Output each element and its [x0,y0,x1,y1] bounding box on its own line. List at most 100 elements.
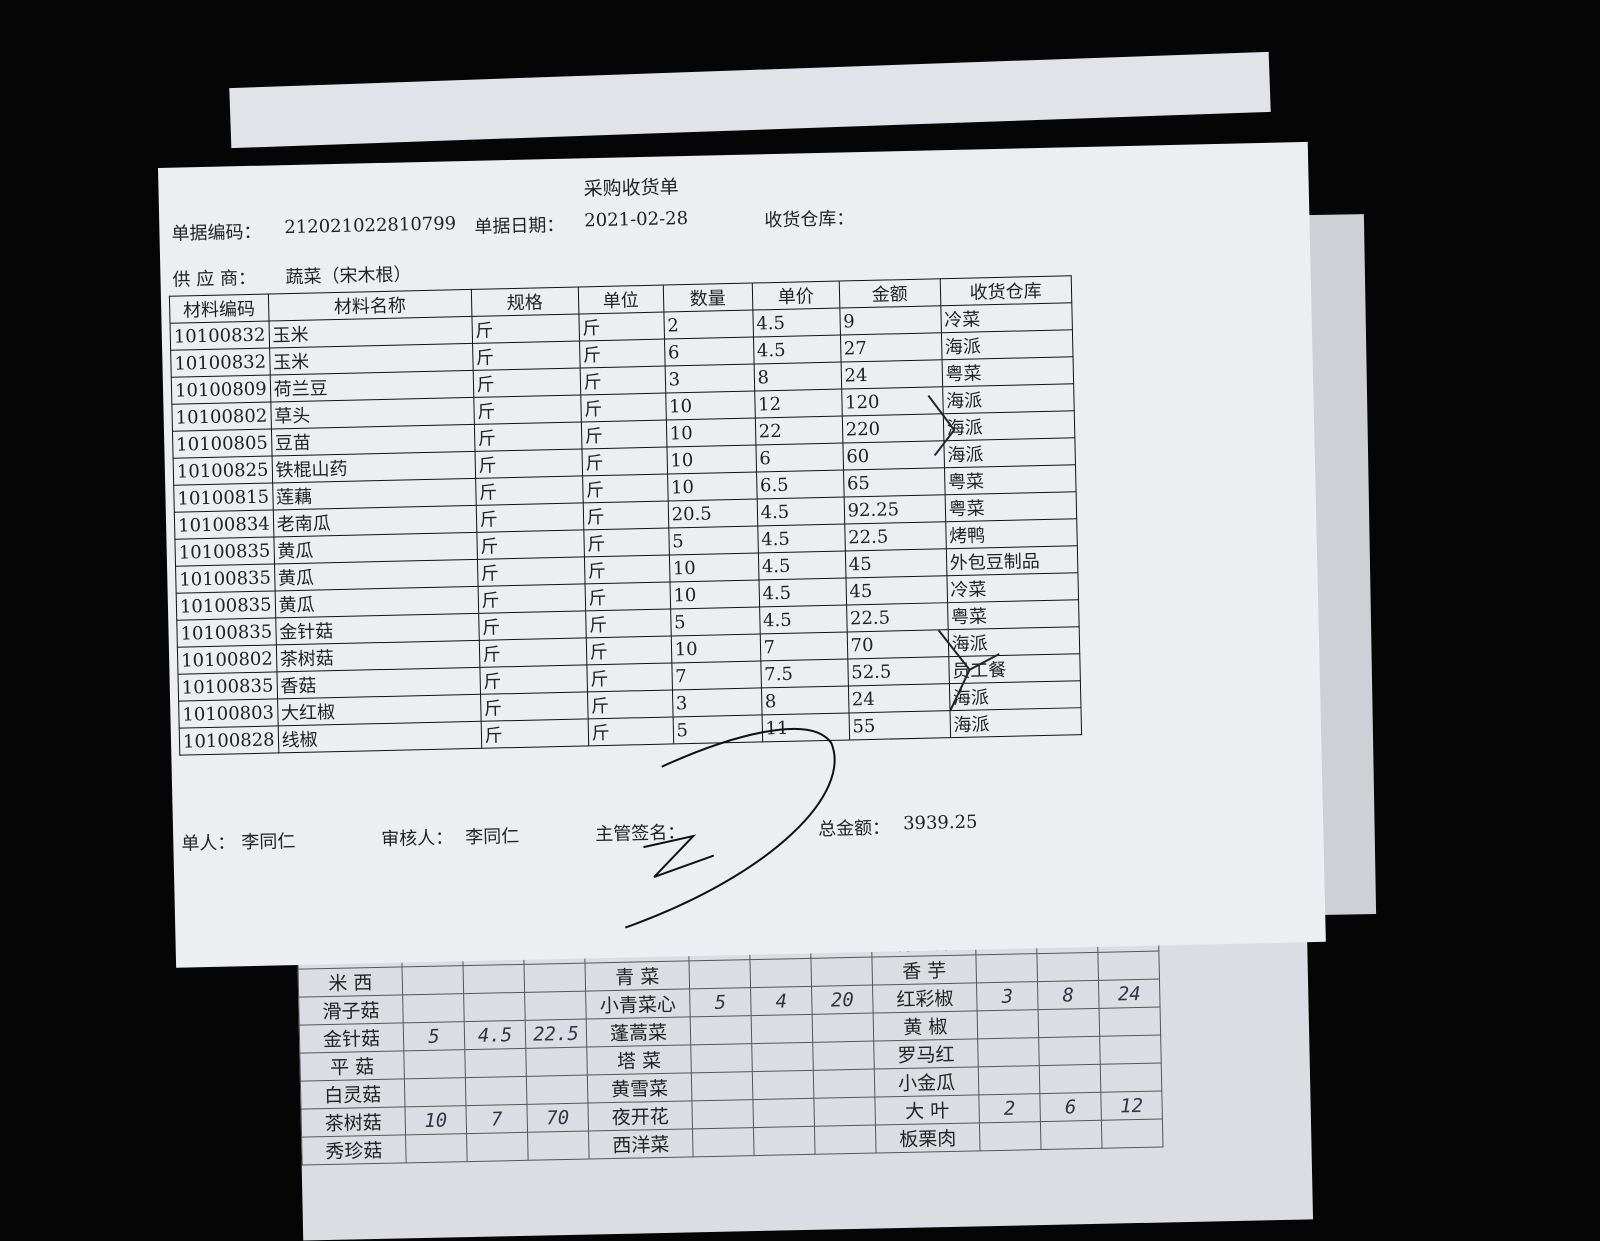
table-cell: 斤 [473,394,581,425]
item-amount: 70 [526,1103,589,1133]
table-cell: 4.5 [758,578,847,607]
item-qty [404,1077,466,1107]
item-amount [527,1131,590,1161]
item-price [1039,1064,1101,1094]
item-name: 米 西 [298,966,403,998]
item-name: 茶树菇 [300,1106,406,1138]
table-cell: 8 [761,685,849,715]
table-cell: 10 [669,579,760,609]
supplier: 蔬菜（宋木根） [285,264,412,289]
table-cell: 10100832 [170,321,270,351]
table-cell: 6.5 [756,470,844,500]
table-cell: 27 [840,332,942,363]
table-cell: 斤 [582,501,669,530]
table-cell: 24 [848,683,950,713]
date-label: 单据日期： [474,214,565,238]
item-price [751,1014,813,1044]
item-qty [403,1049,466,1079]
reviewer-label: 审核人： [381,827,454,851]
column-header: 金额 [838,278,941,309]
item-amount [525,1047,588,1077]
item-price [749,958,812,988]
item-qty [691,1099,754,1129]
table-cell: 员工餐 [948,653,1080,684]
item-amount: 22.5 [525,1019,587,1049]
item-amount [813,1097,876,1127]
table-cell: 4.5 [759,604,847,634]
item-name: 罗马红 [873,1038,979,1070]
item-amount [812,1041,875,1071]
table-cell: 5 [670,606,760,636]
table-cell: 海派 [947,626,1080,657]
table-cell: 10100803 [178,698,278,729]
table-cell: 外包豆制品 [945,545,1078,576]
table-cell: 海派 [942,383,1074,414]
table-cell: 10100809 [171,375,271,405]
column-header: 单位 [577,285,664,314]
table-cell: 斤 [476,529,585,560]
item-name: 西洋菜 [588,1128,694,1160]
table-cell: 9 [839,305,942,336]
table-cell: 斤 [472,340,580,371]
total: 3939.25 [902,811,978,835]
item-amount [524,963,586,993]
table-cell: 海派 [949,680,1081,711]
table-cell: 斤 [475,475,583,506]
table-cell: 4.5 [757,524,845,553]
table-cell: 斤 [587,716,674,746]
table-cell: 4.5 [756,497,845,526]
column-header: 材料编码 [169,294,269,324]
item-name: 蓬蒿菜 [586,1016,691,1048]
table-cell: 烤鸭 [945,518,1077,549]
item-qty [979,1121,1042,1151]
item-name: 青 菜 [585,960,690,992]
item-qty: 10 [404,1105,467,1135]
item-amount [1097,951,1160,981]
item-name: 夜开花 [587,1100,693,1132]
table-cell: 60 [842,440,945,471]
table-cell: 10100835 [177,671,278,702]
table-cell: 220 [841,413,944,444]
page: 黄金瓜香 菜2714青大蒜3618米 西青 菜香 芋滑子菇小青菜心5420红彩椒… [158,51,1377,1241]
table-cell: 10100835 [175,563,275,594]
table-cell: 10100835 [176,590,276,621]
item-name: 黄雪菜 [587,1072,692,1104]
table-cell: 4.5 [752,308,841,338]
doc-no: 212021022810799 [284,213,457,239]
table-cell: 8 [753,362,842,392]
item-qty [691,1071,753,1101]
item-amount [1100,1063,1162,1093]
table-cell: 22.5 [846,602,948,632]
warehouse-label: 收货仓库： [764,208,855,232]
table-cell: 斤 [477,556,585,587]
table-cell: 冷菜 [946,572,1079,603]
item-price [463,964,525,994]
table-cell: 45 [844,548,947,579]
table-cell: 10100835 [174,536,275,567]
total-label: 总金额： [817,817,891,841]
table-cell: 斤 [583,528,670,557]
item-qty [978,1065,1040,1095]
table-cell: 7 [759,631,848,661]
item-name: 白灵菇 [300,1078,405,1110]
table-cell: 10 [669,552,759,582]
table-cell: 斤 [580,393,666,422]
table-cell: 45 [845,575,948,605]
item-price: 6 [1039,1092,1102,1122]
table-cell: 10100805 [172,429,272,459]
item-price: 8 [1037,980,1100,1010]
under-sheet: 黄金瓜香 菜2714青大蒜3618米 西青 菜香 芋滑子菇小青菜心5420红彩椒… [296,919,1314,1241]
item-name: 板栗肉 [875,1122,981,1154]
item-price [1040,1120,1102,1150]
table-cell: 65 [843,467,945,498]
item-qty: 5 [689,987,752,1017]
table-cell: 4.5 [753,335,841,365]
item-price [464,1048,527,1078]
table-cell: 10 [666,445,757,475]
item-name: 黄 椒 [873,1010,978,1042]
item-name: 小金瓜 [874,1066,979,1098]
table-cell: 4.5 [758,551,846,580]
item-qty: 3 [976,981,1039,1011]
item-qty [977,1037,1040,1067]
table-cell: 斤 [582,474,668,503]
